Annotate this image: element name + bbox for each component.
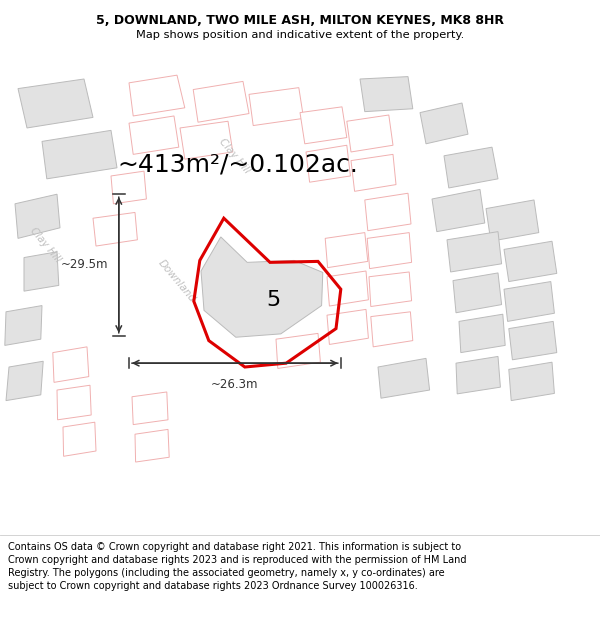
Polygon shape: [444, 147, 498, 188]
Polygon shape: [367, 232, 412, 269]
Polygon shape: [360, 77, 413, 112]
Polygon shape: [453, 273, 502, 312]
Polygon shape: [249, 88, 304, 126]
Polygon shape: [6, 361, 43, 401]
Text: Clay Hill: Clay Hill: [217, 136, 251, 175]
Text: Clay Hill: Clay Hill: [28, 225, 62, 264]
Polygon shape: [276, 333, 320, 369]
Polygon shape: [447, 232, 502, 272]
Polygon shape: [459, 314, 505, 352]
Polygon shape: [486, 200, 539, 241]
Polygon shape: [420, 103, 468, 144]
Polygon shape: [378, 358, 430, 398]
Polygon shape: [432, 189, 485, 232]
Text: Map shows position and indicative extent of the property.: Map shows position and indicative extent…: [136, 29, 464, 39]
Polygon shape: [63, 422, 96, 456]
Polygon shape: [111, 171, 146, 204]
Polygon shape: [365, 193, 411, 231]
Text: 5: 5: [266, 290, 280, 310]
Polygon shape: [18, 79, 93, 128]
Text: Downland: Downland: [157, 258, 197, 304]
Polygon shape: [300, 107, 347, 144]
Polygon shape: [180, 121, 233, 159]
Polygon shape: [369, 272, 412, 306]
Polygon shape: [129, 75, 185, 116]
Polygon shape: [504, 281, 554, 321]
Polygon shape: [93, 213, 137, 246]
Polygon shape: [351, 154, 396, 191]
Polygon shape: [504, 241, 557, 281]
Polygon shape: [306, 145, 350, 182]
Polygon shape: [327, 309, 368, 344]
Polygon shape: [371, 312, 413, 347]
Text: 5, DOWNLAND, TWO MILE ASH, MILTON KEYNES, MK8 8HR: 5, DOWNLAND, TWO MILE ASH, MILTON KEYNES…: [96, 14, 504, 27]
Polygon shape: [53, 347, 89, 382]
Polygon shape: [42, 131, 117, 179]
Polygon shape: [24, 252, 59, 291]
Polygon shape: [509, 321, 557, 360]
Polygon shape: [509, 362, 554, 401]
Polygon shape: [193, 81, 249, 122]
Text: Contains OS data © Crown copyright and database right 2021. This information is : Contains OS data © Crown copyright and d…: [8, 542, 466, 591]
Polygon shape: [132, 392, 168, 424]
Polygon shape: [325, 232, 368, 268]
Polygon shape: [57, 385, 91, 420]
Text: ~413m²/~0.102ac.: ~413m²/~0.102ac.: [117, 152, 358, 176]
Polygon shape: [456, 356, 500, 394]
Polygon shape: [5, 306, 42, 346]
Polygon shape: [347, 115, 393, 152]
Polygon shape: [129, 116, 179, 154]
Text: ~29.5m: ~29.5m: [61, 259, 108, 271]
Polygon shape: [135, 429, 169, 462]
Polygon shape: [15, 194, 60, 238]
Polygon shape: [201, 237, 323, 338]
Polygon shape: [327, 271, 368, 306]
Text: ~26.3m: ~26.3m: [211, 378, 259, 391]
